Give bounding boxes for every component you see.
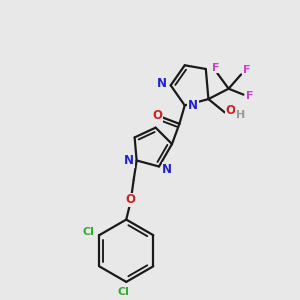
Text: O: O — [153, 109, 163, 122]
Text: F: F — [243, 65, 250, 75]
Text: Cl: Cl — [117, 287, 129, 297]
Text: N: N — [124, 154, 134, 167]
Text: O: O — [225, 104, 235, 118]
Text: F: F — [212, 63, 220, 73]
Text: N: N — [162, 163, 172, 176]
Text: N: N — [188, 99, 198, 112]
Text: Cl: Cl — [83, 227, 95, 237]
Text: H: H — [236, 110, 245, 120]
Text: F: F — [246, 91, 253, 101]
Text: N: N — [158, 77, 167, 90]
Text: O: O — [126, 193, 136, 206]
